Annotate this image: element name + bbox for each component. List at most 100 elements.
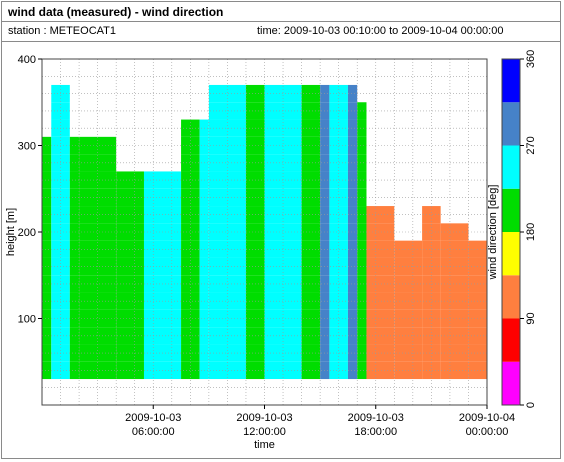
heatmap-cell [264, 154, 302, 172]
heatmap-cell [301, 84, 321, 103]
heatmap-cell [181, 154, 200, 172]
heatmap-cell [69, 361, 80, 380]
heatmap-cell [208, 171, 246, 189]
heatmap-cell [347, 206, 358, 224]
heatmap-cell [366, 361, 395, 380]
heatmap-cell [264, 275, 302, 293]
heatmap-cell [181, 206, 200, 224]
heatmap-cell [181, 275, 200, 293]
heatmap-cell [301, 257, 321, 276]
heatmap-cell [440, 292, 469, 310]
heatmap-cell [366, 275, 395, 293]
heatmap-cell [264, 171, 302, 189]
colorbar-swatch [502, 188, 520, 232]
heatmap-cell [440, 344, 469, 362]
heatmap-cell [42, 361, 52, 380]
colorbar-tick-label: 270 [525, 136, 537, 154]
colorbar-swatch [502, 145, 520, 189]
colorbar-swatch [502, 275, 520, 319]
heatmap-cell [329, 136, 348, 155]
heatmap-cell [422, 292, 441, 310]
heatmap-cell [329, 275, 348, 293]
heatmap-cell [440, 275, 469, 293]
heatmap-cell [116, 223, 144, 241]
y-axis-label: height [m] [5, 208, 17, 256]
heatmap-cell [347, 188, 358, 207]
x-tick-label-time: 12:00:00 [243, 426, 286, 438]
heatmap-cell [181, 240, 200, 258]
heatmap-cell [181, 136, 200, 155]
colorbar-swatch [502, 361, 520, 405]
heatmap-cell [264, 292, 302, 310]
colorbar-swatch [502, 102, 520, 146]
heatmap-cell [42, 344, 52, 362]
heatmap-cell [357, 188, 367, 207]
colorbar-swatch [502, 232, 520, 276]
heatmap-cell [347, 136, 358, 155]
heatmap-cell [79, 136, 117, 155]
heatmap-cell [422, 309, 441, 328]
heatmap-cell [208, 206, 246, 224]
heatmap-cell [347, 154, 358, 172]
station-label: station : METEOCAT1 [8, 25, 116, 37]
heatmap-cell [301, 309, 321, 328]
heatmap-cell [42, 292, 52, 310]
heatmap-cell [366, 240, 395, 258]
heatmap-cell [264, 84, 302, 103]
heatmap-cell [366, 206, 395, 224]
heatmap-cell [208, 240, 246, 258]
heatmap-cell [208, 154, 246, 172]
heatmap-cell [301, 240, 321, 258]
heatmap-cell [69, 223, 80, 241]
heatmap-cell [79, 171, 117, 189]
heatmap-cell [440, 223, 469, 241]
heatmap-cell [329, 171, 348, 189]
heatmap-cell [208, 84, 246, 103]
colorbar-tick-label: 180 [525, 223, 537, 241]
heatmap-cell [208, 275, 246, 293]
colorbar-tick-label: 90 [525, 312, 537, 324]
heatmap-cell [422, 223, 441, 241]
heatmap-cell [347, 119, 358, 137]
heatmap-cell [347, 344, 358, 362]
heatmap-cell [116, 327, 144, 345]
heatmap-cell [301, 344, 321, 362]
heatmap-cell [329, 223, 348, 241]
heatmap-cell [347, 240, 358, 258]
heatmap-cell [42, 171, 52, 189]
heatmap-cell [301, 119, 321, 137]
heatmap-cell [301, 327, 321, 345]
heatmap-cell [440, 309, 469, 328]
heatmap-cell [440, 361, 469, 380]
heatmap-cell [301, 154, 321, 172]
heatmap-cell [329, 361, 348, 380]
heatmap-cell [366, 327, 395, 345]
heatmap-cell [357, 309, 367, 328]
heatmap-cell [42, 223, 52, 241]
heatmap-cell [208, 223, 246, 241]
heatmap-cell [329, 240, 348, 258]
heatmap-cell [347, 275, 358, 293]
heatmap-cell [357, 240, 367, 258]
heatmap-cell [440, 240, 469, 258]
x-tick-label-date: 2009-10-03 [236, 412, 292, 424]
heatmap-cell [422, 240, 441, 258]
heatmap-cell [208, 292, 246, 310]
heatmap-cell [301, 188, 321, 207]
heatmap-cell [301, 223, 321, 241]
heatmap-cell [79, 275, 117, 293]
heatmap-cell [347, 84, 358, 103]
heatmap-cell [347, 309, 358, 328]
heatmap-cell [347, 292, 358, 310]
heatmap-cell [116, 361, 144, 380]
heatmap-cell [422, 361, 441, 380]
heatmap-cell [42, 327, 52, 345]
heatmap-cell [69, 257, 80, 276]
heatmap-cell [69, 292, 80, 310]
heatmap-cell [116, 206, 144, 224]
heatmap-cell [329, 84, 348, 103]
heatmap-cell [301, 171, 321, 189]
heatmap-cell [347, 223, 358, 241]
heatmap-cell [69, 188, 80, 207]
